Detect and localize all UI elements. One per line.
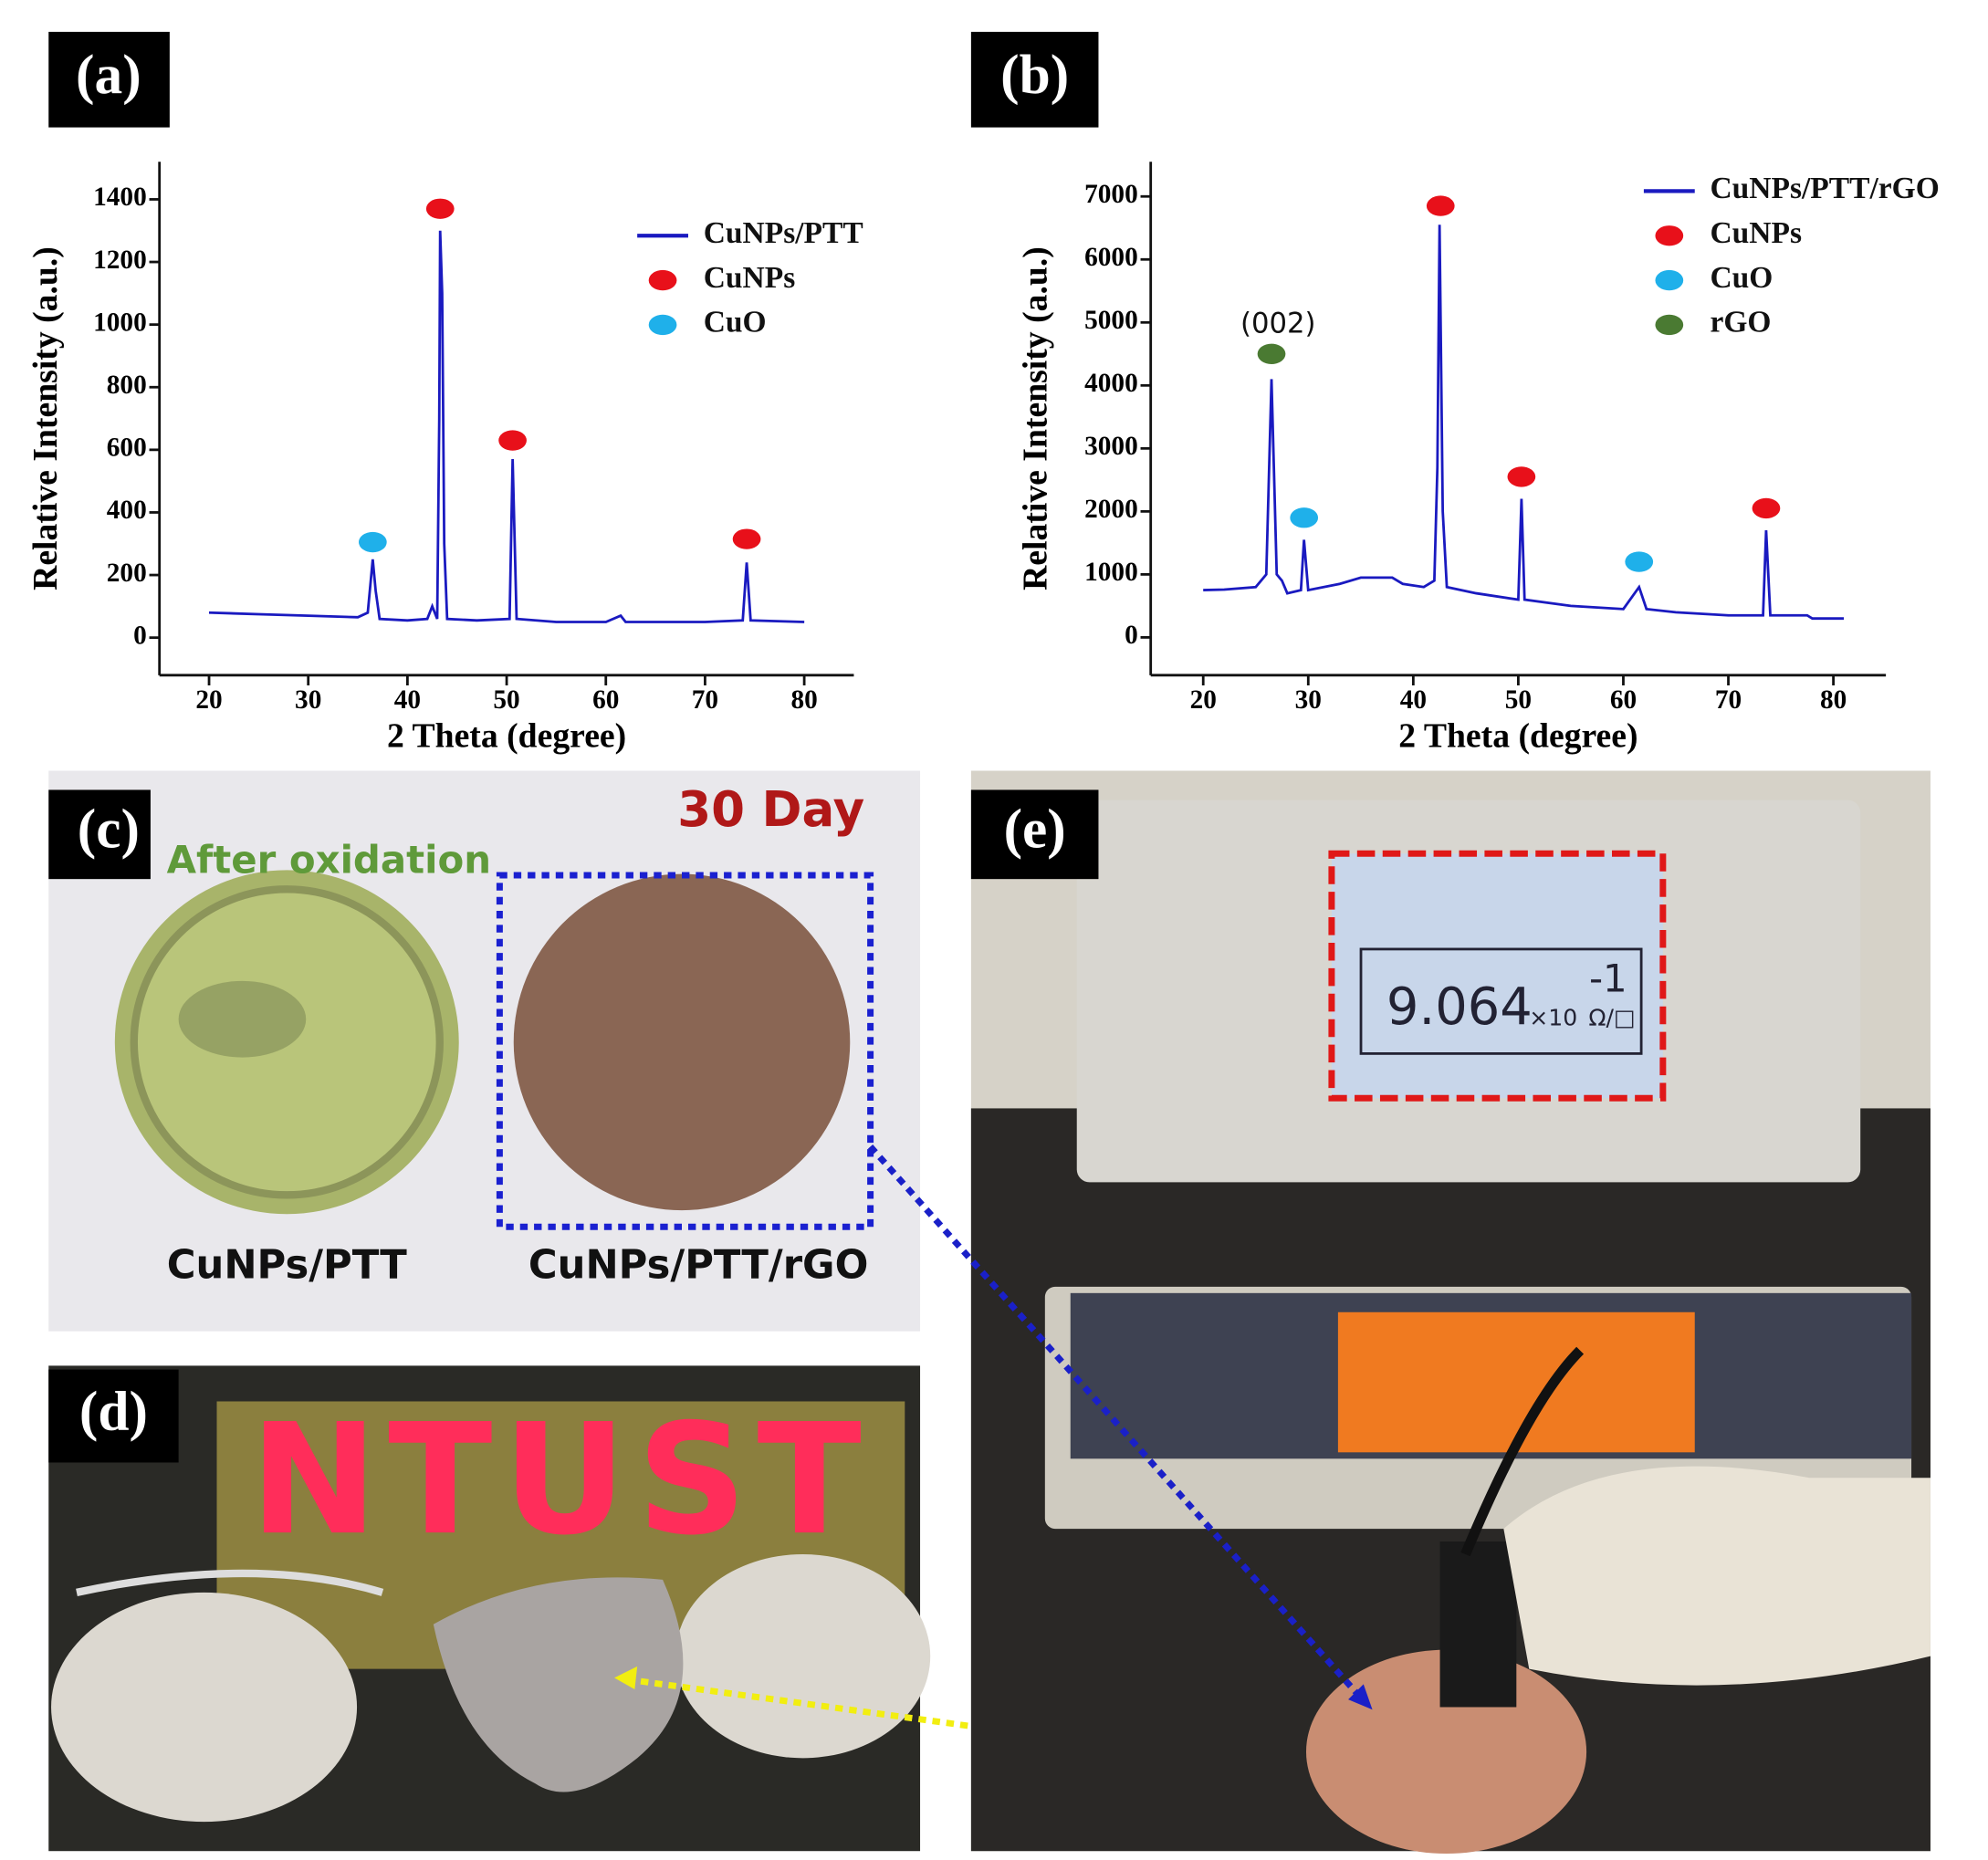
legend-label: CuNPs [1710, 216, 1802, 250]
legend-marker [648, 314, 677, 336]
exponent: -1 [1589, 956, 1627, 1000]
chart: 20 30 40 50 60 70 80 0 1000 2000 3000 4000 5000 6000 7… [1016, 162, 1940, 755]
y-axis-label: Relative Intensity (a.u.) [1016, 246, 1054, 590]
x-axis-label: 2 Theta (degree) [1398, 716, 1637, 755]
peak-marker [732, 528, 761, 549]
unit: ×10 [1529, 1005, 1577, 1031]
peak-marker [1752, 497, 1781, 519]
panel-label: (a) [76, 44, 141, 106]
photo-d: NTUST [48, 1365, 1441, 1852]
led-sign: NTUST [250, 1391, 872, 1569]
line [1203, 225, 1845, 621]
chart: 20 30 40 50 60 70 8002004006008001000120014002… [26, 162, 863, 755]
annotation: (002) [1240, 308, 1316, 340]
panel-label: (d) [79, 1380, 148, 1442]
x-tick-label: 70 [692, 685, 718, 715]
caption: CuNPs/PTT/rGO [528, 1242, 868, 1288]
y-tick-label: 200 [107, 559, 147, 588]
peak-marker [1257, 343, 1286, 364]
y-tick-label: 0 [1125, 621, 1138, 650]
x-axis-label: 2 Theta (degree) [387, 716, 626, 755]
y-tick-label: 600 [107, 434, 147, 463]
x-tick-label: 30 [295, 685, 321, 715]
y-tick-label: 1400 [93, 183, 147, 212]
y-tick-label: 5000 [1084, 306, 1138, 335]
peak-marker [498, 430, 527, 451]
ohm: Ω/□ [1588, 1005, 1635, 1031]
legend-label: CuNPs [704, 261, 796, 295]
y-axis-label: Relative Intensity (a.u.) [26, 246, 65, 590]
y-tick-label: 1000 [93, 308, 147, 337]
x-tick-label: 70 [1715, 685, 1742, 715]
legend-marker [1655, 269, 1684, 291]
legend-marker [1655, 314, 1684, 336]
y-tick-label: 800 [107, 371, 147, 400]
x-tick-label: 30 [1295, 685, 1322, 715]
panel-label: (c) [78, 798, 140, 860]
legend-marker [648, 269, 677, 291]
peak-marker [1426, 195, 1455, 216]
panel-label: (e) [1004, 798, 1066, 860]
y-tick-label: 1200 [93, 246, 147, 275]
x-tick-label: 60 [592, 685, 619, 715]
x-tick-label: 40 [394, 685, 421, 715]
panel-labels: (a) (b) (c) (d) (e) [48, 31, 1099, 1463]
legend-label: CuO [704, 306, 767, 340]
peak-marker [1290, 507, 1319, 528]
x-tick-label: 50 [493, 685, 519, 715]
peak-marker [358, 531, 387, 553]
y-tick-label: 7000 [1084, 180, 1138, 209]
legend-marker [1655, 225, 1684, 246]
y-tick-label: 400 [107, 496, 147, 525]
y-tick-label: 3000 [1084, 432, 1138, 461]
y-tick-label: 4000 [1084, 369, 1138, 398]
photo-e: 9.064 ×10 -1 Ω/□ [867, 770, 1930, 1855]
x-tick-label: 80 [790, 685, 817, 715]
peak-marker [1507, 466, 1536, 487]
legend-label: CuNPs/PTT/rGO [1710, 172, 1939, 205]
x-tick-label: 50 [1505, 685, 1532, 715]
y-tick-label: 1000 [1084, 558, 1138, 587]
x-tick-label: 60 [1610, 685, 1637, 715]
reading: 9.064 [1386, 977, 1533, 1037]
peak-marker [1625, 551, 1654, 572]
line [208, 230, 805, 623]
peak-marker [425, 198, 455, 219]
panel-label: (b) [1000, 44, 1069, 106]
y-tick-label: 0 [133, 621, 147, 650]
x-tick-label: 20 [195, 685, 222, 715]
title: 30 Day [677, 781, 864, 838]
x-tick-label: 20 [1190, 685, 1217, 715]
x-tick-label: 40 [1400, 685, 1427, 715]
caption: CuNPs/PTT [167, 1242, 407, 1288]
note: After oxidation [167, 838, 491, 883]
photo-c: 30 Day After oxidation CuNPs/PTT CuNPs/P… [48, 770, 921, 1332]
y-tick-label: 6000 [1084, 243, 1138, 272]
x-tick-label: 80 [1820, 685, 1847, 715]
legend-label: rGO [1710, 306, 1771, 340]
legend-label: CuO [1710, 261, 1773, 295]
legend-label: CuNPs/PTT [704, 216, 863, 250]
y-tick-label: 2000 [1084, 495, 1138, 524]
